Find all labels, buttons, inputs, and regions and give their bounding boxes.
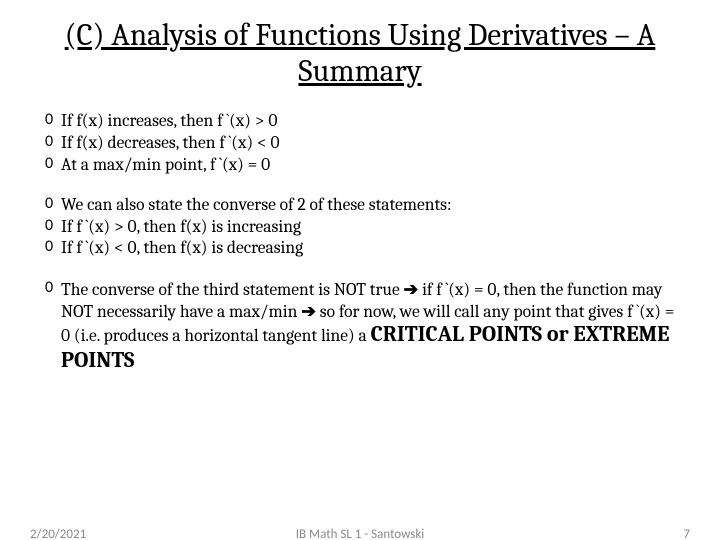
bullet-marker: 0 [45, 217, 61, 236]
arrow-icon: ➔ [404, 279, 419, 299]
slide-title: (C) Analysis of Functions Using Derivati… [60, 18, 660, 89]
bullet-group-2: 0 We can also state the converse of 2 of… [45, 195, 675, 259]
bullet-text: If f(x) decreases, then f `(x) < 0 [61, 133, 675, 154]
list-item: 0 If f `(x) < 0, then f(x) is decreasing [45, 238, 675, 259]
bullet-marker: 0 [45, 238, 61, 257]
footer-date: 2/20/2021 [30, 527, 86, 540]
bullet-text: If f(x) increases, then f `(x) > 0 [61, 111, 675, 132]
bullet-text: At a max/min point, f `(x) = 0 [61, 155, 675, 176]
text-segment: The converse of the third statement is N… [61, 280, 404, 300]
slide: (C) Analysis of Functions Using Derivati… [0, 18, 720, 540]
bullet-marker: 0 [45, 155, 61, 174]
footer-center: IB Math SL 1 - Santowski [296, 527, 425, 540]
bullet-text: We can also state the converse of 2 of t… [61, 195, 675, 216]
bullet-marker: 0 [45, 133, 61, 152]
arrow-icon: ➔ [301, 301, 316, 321]
bullet-text: If f `(x) > 0, then f(x) is increasing [61, 217, 675, 238]
bullet-group-1: 0 If f(x) increases, then f `(x) > 0 0 I… [45, 111, 675, 175]
bullet-marker: 0 [45, 279, 61, 298]
bullet-text: If f `(x) < 0, then f(x) is decreasing [61, 238, 675, 259]
list-item: 0 If f(x) decreases, then f `(x) < 0 [45, 133, 675, 154]
bullet-marker: 0 [45, 195, 61, 214]
footer-page-number: 7 [683, 527, 690, 540]
list-item: 0 If f(x) increases, then f `(x) > 0 [45, 111, 675, 132]
list-item: 0 At a max/min point, f `(x) = 0 [45, 155, 675, 176]
content-area: 0 If f(x) increases, then f `(x) > 0 0 I… [45, 111, 675, 374]
bullet-text: The converse of the third statement is N… [61, 279, 675, 374]
list-item: 0 The converse of the third statement is… [45, 279, 675, 374]
list-item: 0 If f `(x) > 0, then f(x) is increasing [45, 217, 675, 238]
bullet-group-3: 0 The converse of the third statement is… [45, 279, 675, 374]
bullet-marker: 0 [45, 111, 61, 130]
footer: 2/20/2021 IB Math SL 1 - Santowski 7 [0, 527, 720, 540]
list-item: 0 We can also state the converse of 2 of… [45, 195, 675, 216]
